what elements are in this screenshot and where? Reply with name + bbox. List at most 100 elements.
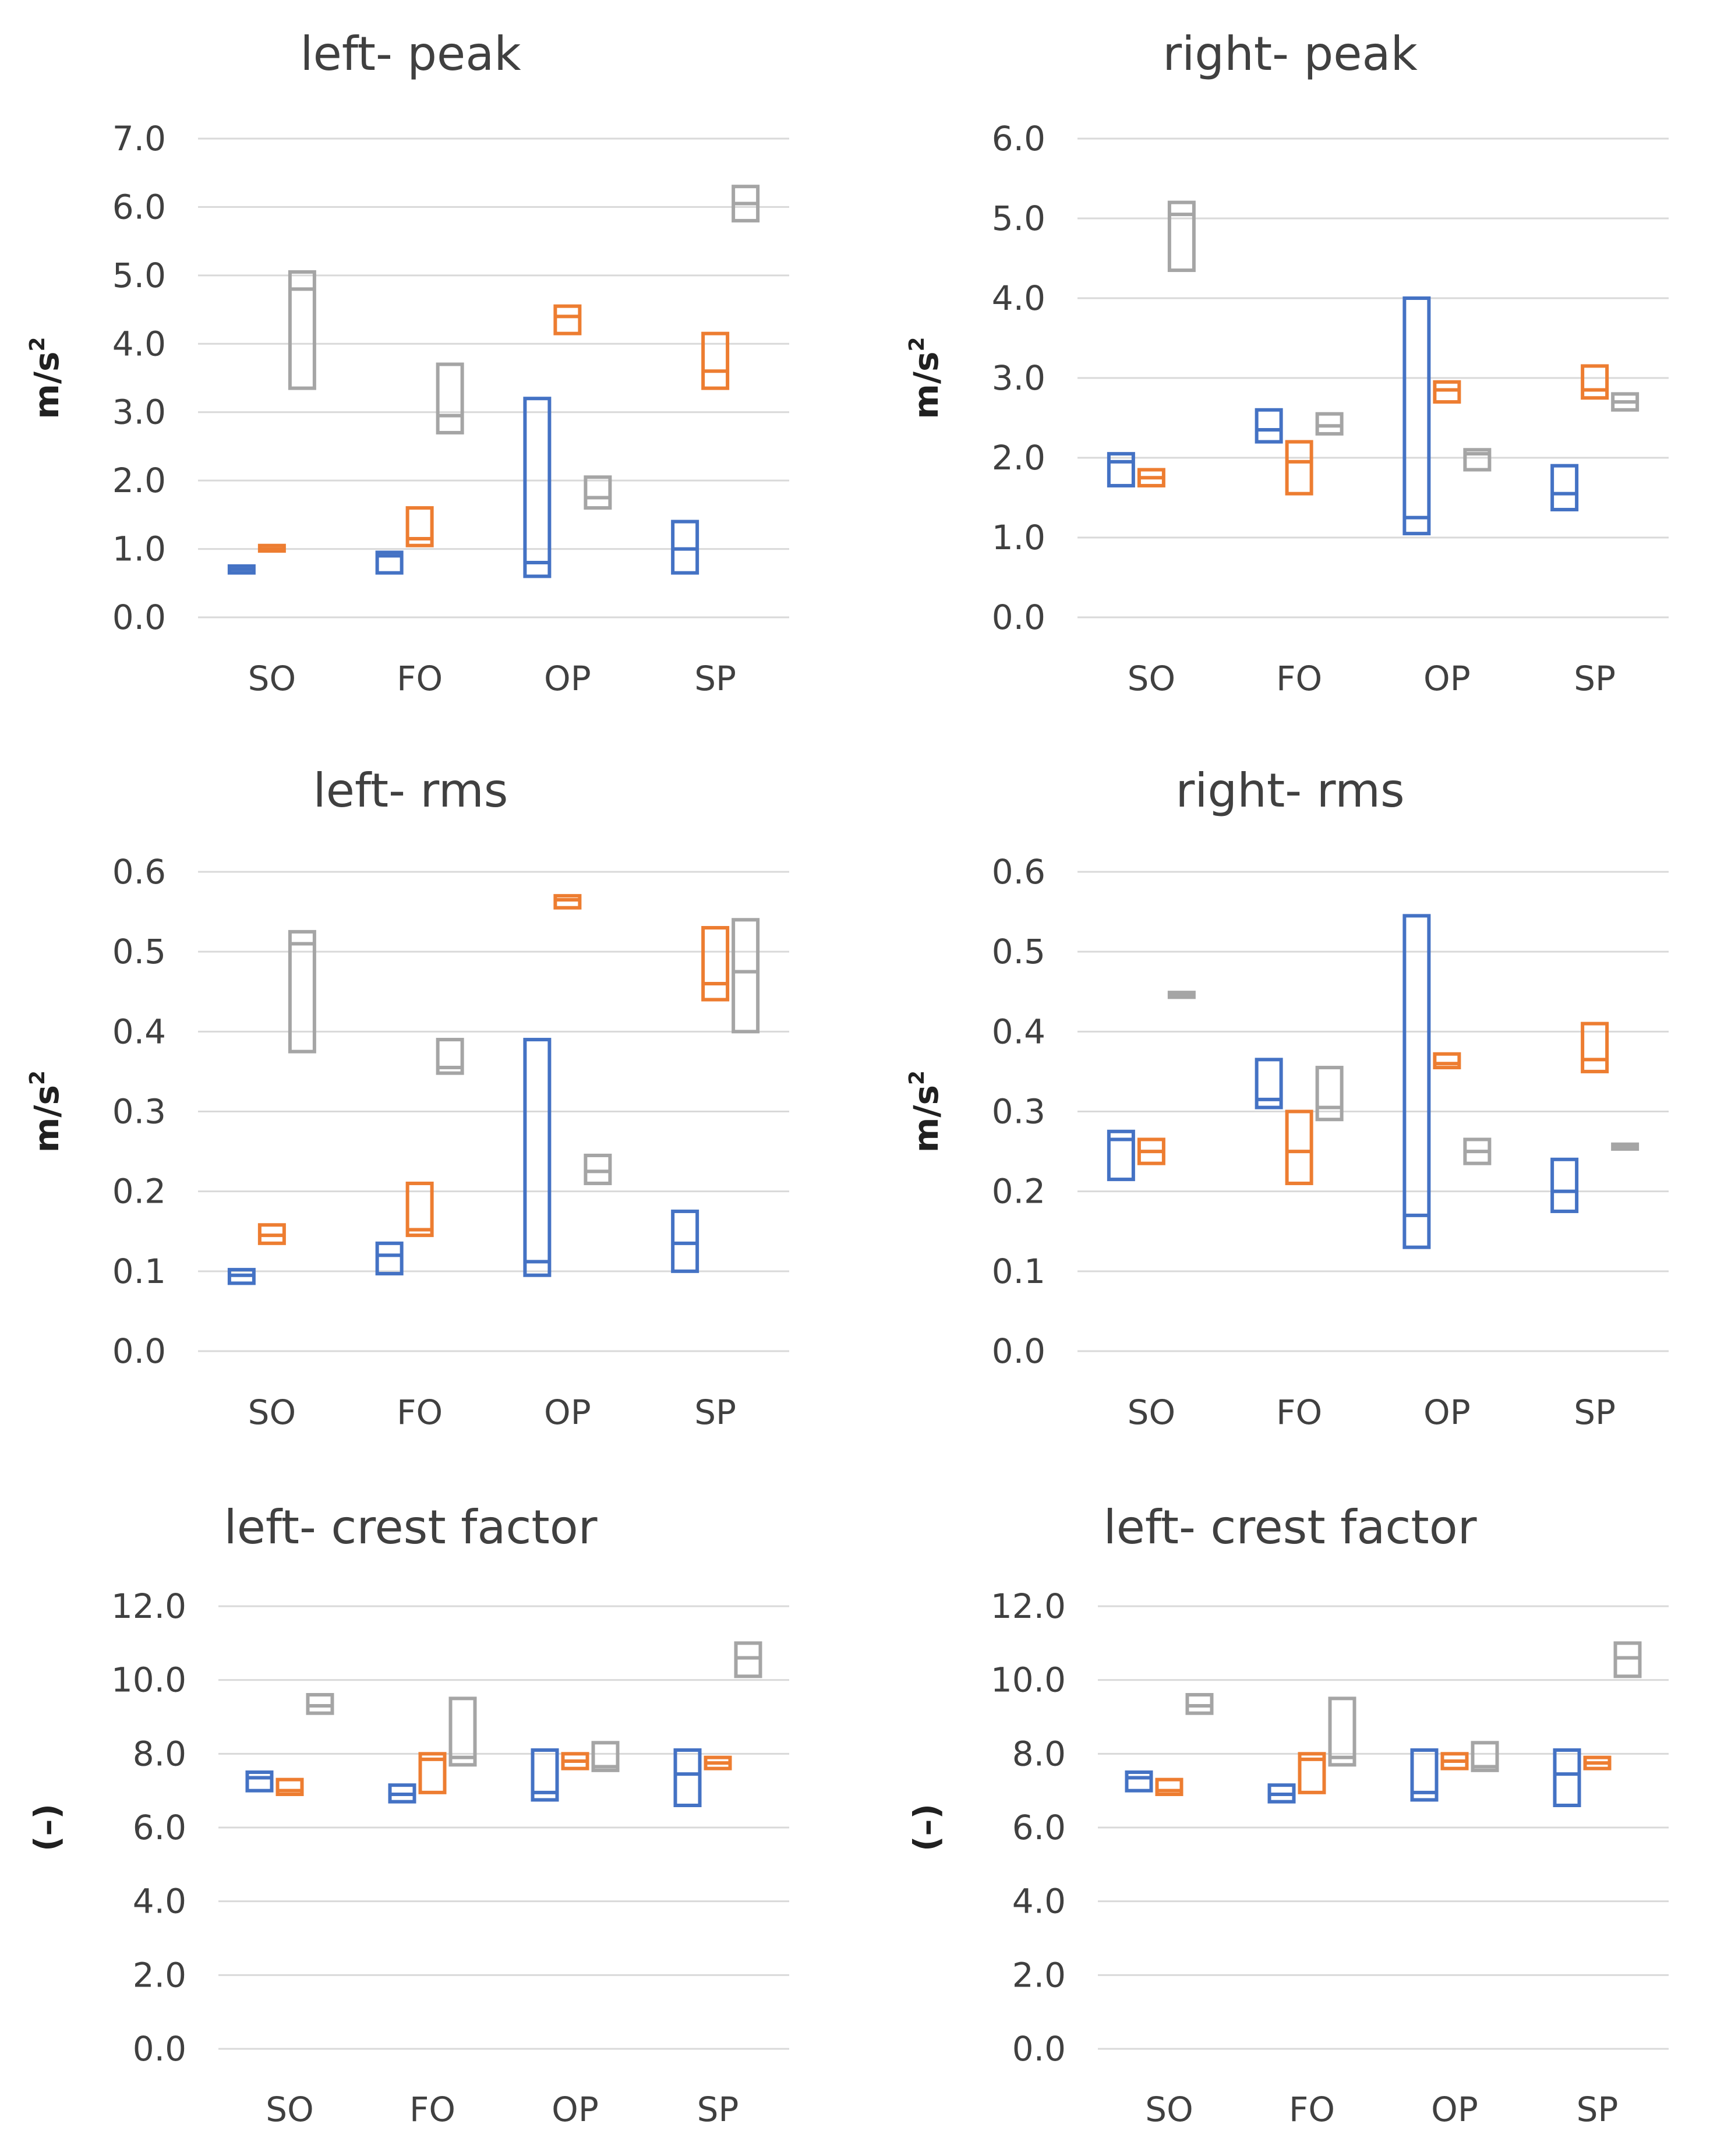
x-tick-label: SP [1574,1392,1616,1432]
box-series-2-fo [1285,1109,1313,1185]
x-tick-label: SP [694,1392,736,1432]
box-series-3-op [584,1153,612,1185]
box-series-3-so [306,1693,334,1715]
box-series-1-sp [1550,464,1579,512]
x-tick-label: OP [544,659,591,698]
box-series-3-fo [448,1696,477,1767]
x-tick-label: FO [1289,2090,1335,2129]
y-tick-label: 0.3 [112,1092,166,1132]
x-tick-label: FO [1276,1392,1322,1432]
box-series-1-op [1410,1748,1439,1802]
box-series-1-fo [375,550,404,575]
chart-title: left- peak [300,27,521,81]
chart-panel-2: right- peak 0.0 1.0 2.0 3.0 4.0 5.0 6.0 m/s2 SO FO… [905,27,1669,698]
x-tick-label: FO [409,2090,455,2129]
y-tick-label: 1.0 [112,529,166,569]
box-series-3-fo [1315,1066,1344,1122]
x-tick-label: OP [1423,1392,1471,1432]
box-series-1-op [1402,296,1431,536]
y-tick-label: 2.0 [992,438,1045,478]
x-tick-label: OP [1431,2090,1478,2129]
box-series-1-so [245,1770,274,1793]
box-series-3-so [288,929,316,1054]
y-tick-label: 4.0 [133,1882,186,1921]
box-series-1-op [1402,914,1431,1249]
y-tick-label: 5.0 [112,256,166,295]
y-tick-label: 0.2 [992,1172,1045,1211]
y-axis-label-text: (–) [906,1804,946,1851]
chart-panel-3: left- rms 0.0 0.1 0.2 0.3 0.4 0.5 0.6 m/s2 SO FO OP… [26,764,789,1432]
y-tick-label: 0.2 [112,1172,166,1211]
box-series-2-op [1433,1052,1461,1070]
y-tick-label: 2.0 [112,461,166,500]
y-tick-label: 3.0 [992,358,1045,398]
box-series-1-op [523,397,552,578]
y-tick-label: 2.0 [133,1955,186,1995]
y-axis-label-text: m/s [27,1085,66,1153]
x-tick-label: SO [1128,659,1175,698]
chart-title: right- rms [1175,764,1404,818]
box-series-2-fo [405,506,434,547]
box-series-1-so [1125,1770,1153,1793]
box-series-3-so [1185,1693,1214,1715]
y-tick-label: 1.0 [992,518,1045,557]
box-series-1-sp [1550,1157,1579,1213]
chart-title: right- peak [1163,27,1418,81]
box-series-3-op [1471,1741,1499,1772]
x-tick-label: FO [397,1392,443,1432]
y-tick-label: 10.0 [991,1660,1066,1700]
y-tick-label: 0.0 [133,2029,186,2069]
box-series-3-sp [1613,1641,1642,1678]
box-series-2-fo [1285,440,1313,496]
y-tick-label: 6.0 [1012,1808,1066,1847]
box-series-1-op [523,1038,552,1277]
chart-panel-1: left- peak 0.0 1.0 2.0 3.0 4.0 5.0 6.0 7.0 m/s2 SO… [26,27,789,698]
box-series-2-op [553,894,582,910]
y-tick-label: 0.3 [992,1092,1045,1132]
box-series-3-op [591,1741,620,1772]
y-axis-label: m/s2 [905,337,946,419]
y-tick-label: 6.0 [992,119,1045,158]
box-series-3-fo [436,1038,464,1075]
box-series-2-fo [418,1752,447,1794]
x-tick-label: OP [1423,659,1471,698]
box-series-3-fo [1328,1696,1356,1767]
y-tick-label: 6.0 [133,1808,186,1847]
chart-title: left- crest factor [224,1500,597,1554]
box-series-3-so [1167,200,1196,273]
box-series-2-sp [701,926,730,1002]
box-series-1-fo [1255,408,1283,444]
y-axis-label: m/s2 [26,337,66,419]
box-series-2-fo [1298,1752,1326,1794]
box-series-3-fo [1315,412,1344,436]
box-series-3-op [1463,448,1492,472]
y-tick-label: 4.0 [1012,1882,1066,1921]
x-tick-label: OP [552,2090,599,2129]
x-tick-label: SP [694,659,736,698]
box-series-1-so [1107,1129,1135,1182]
y-tick-label: 0.1 [992,1252,1045,1291]
y-tick-label: 0.4 [992,1012,1045,1051]
box-series-1-op [531,1748,559,1802]
box-series-2-so [1155,1777,1183,1797]
y-tick-label: 6.0 [112,187,166,227]
box-series-2-sp [701,331,730,390]
y-tick-label: 12.0 [991,1586,1066,1626]
y-axis-label-text: (–) [27,1804,66,1851]
x-tick-label: SO [1145,2090,1193,2129]
y-axis-label: m/s2 [26,1070,66,1153]
y-tick-label: 0.1 [112,1252,166,1291]
chart-panel-5: left- crest factor 0.0 2.0 4.0 6.0 8.0 10.0 12.… [27,1500,789,2129]
y-tick-label: 0.4 [112,1012,166,1051]
box-series-3-op [584,475,612,510]
y-tick-label: 0.0 [992,598,1045,637]
x-tick-label: SO [248,659,296,698]
y-tick-label: 0.0 [1012,2029,1066,2069]
y-tick-label: 0.5 [992,932,1045,971]
box-series-1-so [1107,452,1135,487]
x-tick-label: SP [697,2090,739,2129]
box-series-1-sp [671,1209,699,1273]
x-tick-label: OP [544,1392,591,1432]
box-series-3-so [288,270,316,390]
y-tick-label: 4.0 [112,324,166,363]
